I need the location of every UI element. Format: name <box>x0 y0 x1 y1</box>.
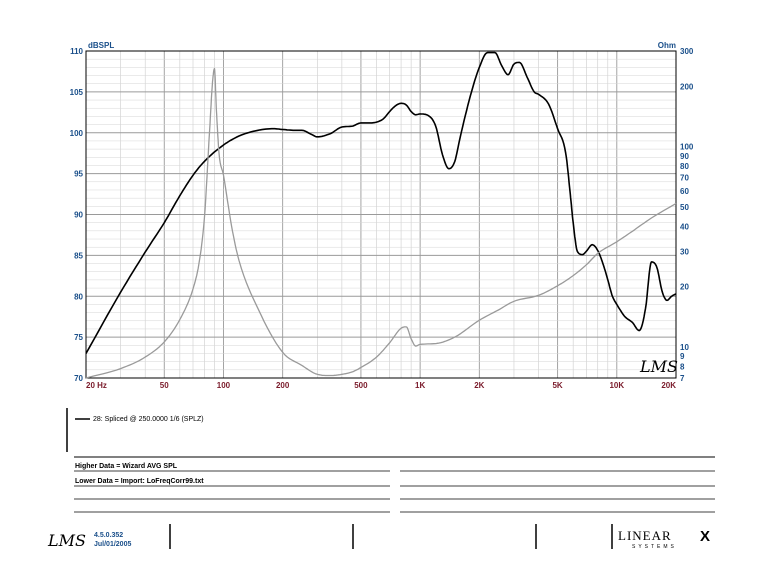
right-tick-label: 10 <box>680 343 689 352</box>
x-tick-label: 200 <box>276 381 290 390</box>
linearx-brand-sub: SYSTEMS <box>632 544 677 550</box>
x-axis-ticks: 20 Hz 50 100 200 500 1K 2K 5K 10K 20K <box>86 381 676 390</box>
impedance-line <box>85 67 677 379</box>
linearx-brand-text: LINEAR <box>618 528 672 543</box>
left-tick-label: 75 <box>74 333 83 342</box>
right-tick-label: 70 <box>680 174 689 183</box>
right-tick-label: 200 <box>680 82 694 91</box>
right-tick-label: 7 <box>680 374 685 383</box>
x-tick-label: 1K <box>415 381 425 390</box>
right-tick-label: 100 <box>680 143 694 152</box>
right-tick-label: 9 <box>680 352 685 361</box>
x-tick-label: 5K <box>552 381 562 390</box>
software-version: 4.5.0.352 <box>94 532 123 539</box>
left-tick-label: 95 <box>74 170 83 179</box>
right-tick-label: 60 <box>680 187 689 196</box>
left-tick-label: 70 <box>74 374 83 383</box>
left-tick-label: 80 <box>74 292 83 301</box>
x-tick-label: 100 <box>217 381 231 390</box>
plot-frame <box>85 50 677 379</box>
right-tick-label: 40 <box>680 222 689 231</box>
chart-series <box>85 51 677 379</box>
right-tick-label: 30 <box>680 247 689 256</box>
higher-data-note: Higher Data = Wizard AVG SPL <box>75 463 178 470</box>
x-tick-label: 10K <box>609 381 624 390</box>
spl-response-line <box>85 51 677 354</box>
x-tick-label: 20K <box>661 381 676 390</box>
x-tick-label: 50 <box>160 381 169 390</box>
lms-footer-logo: LMS <box>47 531 86 550</box>
left-axis-label: dBSPL <box>88 41 114 50</box>
right-tick-label: 20 <box>680 283 689 292</box>
left-tick-label: 90 <box>74 211 83 220</box>
left-tick-label: 110 <box>70 47 83 56</box>
x-tick-label: 20 Hz <box>86 381 107 390</box>
lower-data-note: Lower Data = Import: LoFreqCorr99.txt <box>75 478 204 485</box>
right-tick-label: 300 <box>680 47 694 56</box>
x-tick-label: 500 <box>354 381 368 390</box>
lms-watermark-logo: LMS <box>639 357 678 376</box>
report-date: Jul/01/2005 <box>94 541 131 548</box>
right-tick-label: 90 <box>680 152 689 161</box>
legend-entry: 28: Spliced @ 250.0000 1/6 (SPLZ) <box>93 416 204 423</box>
left-tick-label: 105 <box>70 88 84 97</box>
left-tick-label: 100 <box>70 129 84 138</box>
right-tick-label: 80 <box>680 162 689 171</box>
left-tick-label: 85 <box>74 251 83 260</box>
x-tick-label: 2K <box>474 381 484 390</box>
right-tick-label: 8 <box>680 362 685 371</box>
right-axis-label: Ohm <box>658 41 676 50</box>
linearx-brand-x: X <box>700 528 710 545</box>
right-tick-label: 50 <box>680 203 689 212</box>
left-axis-ticks: 70 75 80 85 90 95 100 105 110 <box>70 47 84 383</box>
